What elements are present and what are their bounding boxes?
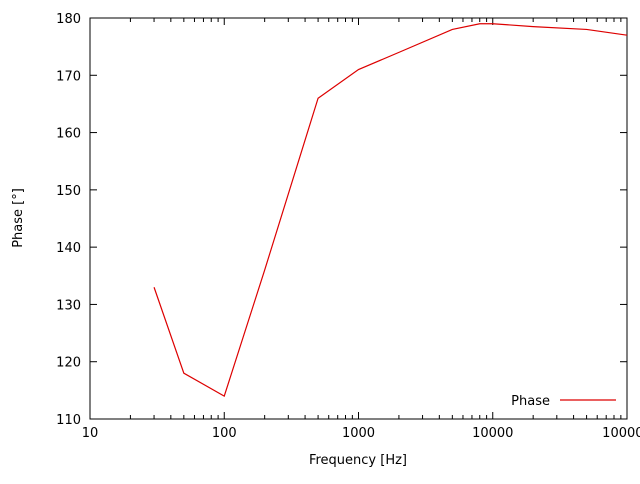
x-tick-label: 10000 <box>472 426 513 441</box>
series-line-phase <box>153 23 628 397</box>
y-axis-label: Phase [°] <box>11 188 26 248</box>
legend-label: Phase <box>511 394 550 409</box>
y-tick-label: 110 <box>56 413 81 428</box>
x-tick-label: 100 <box>212 426 237 441</box>
plot-dynamic-layer: 10 100 1000 10000 100000 110 120 130 140 150 160 17… <box>56 12 640 441</box>
y-tick-label: 140 <box>56 241 81 256</box>
y-tick-label: 130 <box>56 298 81 313</box>
y-tick-label: 160 <box>56 127 81 142</box>
y-tick-label: 180 <box>56 12 81 27</box>
plot-border <box>89 17 628 420</box>
y-tick-label: 120 <box>56 356 81 371</box>
x-axis-label: Frequency [Hz] <box>309 453 407 468</box>
x-tick-label: 100000 <box>602 426 640 441</box>
x-tick-label: 1000 <box>342 426 375 441</box>
x-tick-label: 10 <box>82 426 99 441</box>
legend: Phase <box>511 394 616 409</box>
y-tick-label: 170 <box>56 69 81 84</box>
y-tick-label: 150 <box>56 184 81 199</box>
